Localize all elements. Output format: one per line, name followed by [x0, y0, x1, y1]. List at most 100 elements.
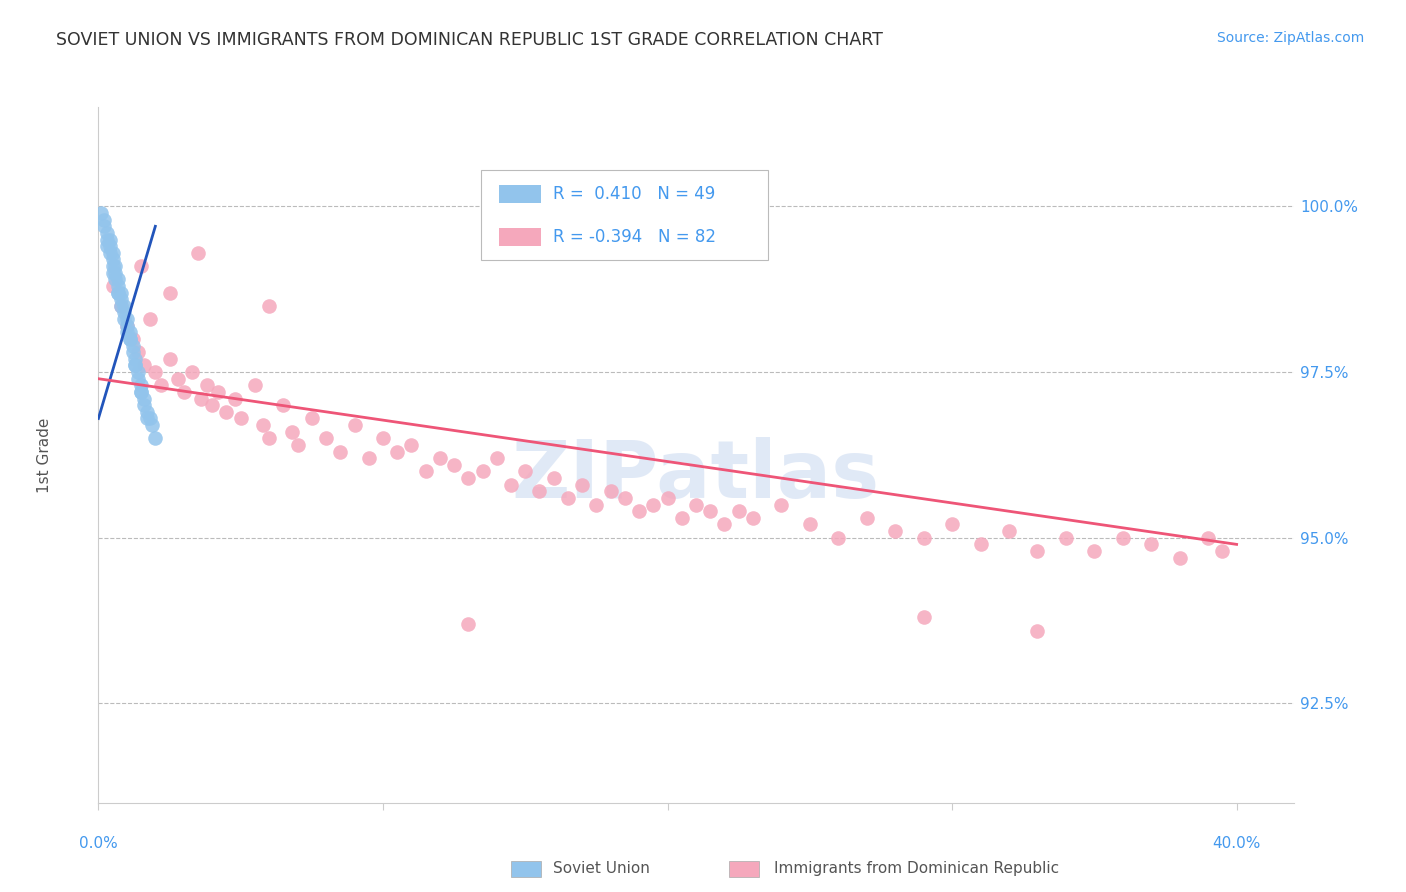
Point: [98, 233, 121, 247]
Point: [132, 359, 155, 373]
Point: [121, 332, 143, 346]
Point: [713, 517, 735, 532]
Point: [343, 418, 366, 433]
Point: [101, 259, 124, 273]
Bar: [730, 861, 759, 877]
Point: [132, 398, 155, 412]
Point: [1083, 544, 1105, 558]
Point: [190, 392, 212, 406]
Point: [98, 239, 121, 253]
Point: [827, 531, 849, 545]
Point: [287, 438, 309, 452]
Point: [727, 504, 749, 518]
Point: [124, 359, 146, 373]
Point: [585, 498, 607, 512]
Point: [243, 378, 266, 392]
Point: [401, 438, 423, 452]
Point: [515, 465, 537, 479]
Text: R = -0.394   N = 82: R = -0.394 N = 82: [553, 228, 716, 246]
Point: [104, 272, 127, 286]
Point: [107, 272, 129, 286]
Point: [429, 451, 451, 466]
Point: [257, 299, 280, 313]
Point: [187, 245, 209, 260]
Point: [770, 498, 793, 512]
Point: [499, 477, 522, 491]
Point: [357, 451, 380, 466]
Point: [124, 359, 146, 373]
Point: [457, 616, 479, 631]
Point: [127, 372, 149, 386]
Point: [101, 279, 124, 293]
Point: [301, 411, 323, 425]
Point: [138, 411, 160, 425]
Text: SOVIET UNION VS IMMIGRANTS FROM DOMINICAN REPUBLIC 1ST GRADE CORRELATION CHART: SOVIET UNION VS IMMIGRANTS FROM DOMINICA…: [56, 31, 883, 49]
Point: [1112, 531, 1135, 545]
Text: Immigrants from Dominican Republic: Immigrants from Dominican Republic: [773, 862, 1059, 877]
Point: [557, 491, 579, 505]
Point: [657, 491, 679, 505]
Point: [1026, 624, 1049, 638]
Point: [129, 384, 152, 399]
Point: [457, 471, 479, 485]
Point: [107, 285, 129, 300]
Point: [941, 517, 963, 532]
Point: [129, 378, 152, 392]
Bar: [510, 861, 540, 877]
Text: 40.0%: 40.0%: [1212, 836, 1261, 851]
Point: [159, 351, 181, 366]
Point: [181, 365, 204, 379]
Point: [101, 252, 124, 267]
Point: [884, 524, 907, 538]
Point: [118, 326, 141, 340]
Bar: [499, 228, 540, 246]
Point: [112, 299, 135, 313]
Point: [107, 279, 129, 293]
Point: [281, 425, 304, 439]
Point: [685, 498, 707, 512]
Bar: [499, 186, 540, 202]
Point: [485, 451, 508, 466]
Point: [110, 285, 132, 300]
Point: [741, 511, 763, 525]
Point: [195, 378, 218, 392]
Point: [101, 266, 124, 280]
Point: [127, 365, 149, 379]
Point: [799, 517, 821, 532]
Point: [643, 498, 665, 512]
Point: [543, 471, 565, 485]
Point: [699, 504, 721, 518]
Point: [671, 511, 693, 525]
Point: [998, 524, 1021, 538]
Point: [127, 345, 149, 359]
Point: [101, 245, 124, 260]
Point: [132, 392, 155, 406]
Point: [141, 418, 163, 433]
Point: [138, 312, 160, 326]
Point: [385, 444, 409, 458]
Point: [1140, 537, 1163, 551]
Point: [129, 259, 152, 273]
Point: [110, 299, 132, 313]
Point: [229, 411, 252, 425]
Point: [224, 392, 246, 406]
Point: [912, 531, 935, 545]
Point: [599, 484, 621, 499]
Point: [1168, 550, 1191, 565]
Point: [1197, 531, 1219, 545]
Point: [115, 318, 138, 333]
Point: [1026, 544, 1049, 558]
FancyBboxPatch shape: [481, 169, 768, 260]
Point: [110, 292, 132, 306]
Point: [415, 465, 437, 479]
Point: [121, 345, 143, 359]
Point: [135, 411, 157, 425]
Point: [252, 418, 274, 433]
Point: [173, 384, 195, 399]
Point: [121, 338, 143, 352]
Point: [329, 444, 352, 458]
Point: [207, 384, 229, 399]
Point: [118, 332, 141, 346]
Point: [257, 431, 280, 445]
Point: [129, 384, 152, 399]
